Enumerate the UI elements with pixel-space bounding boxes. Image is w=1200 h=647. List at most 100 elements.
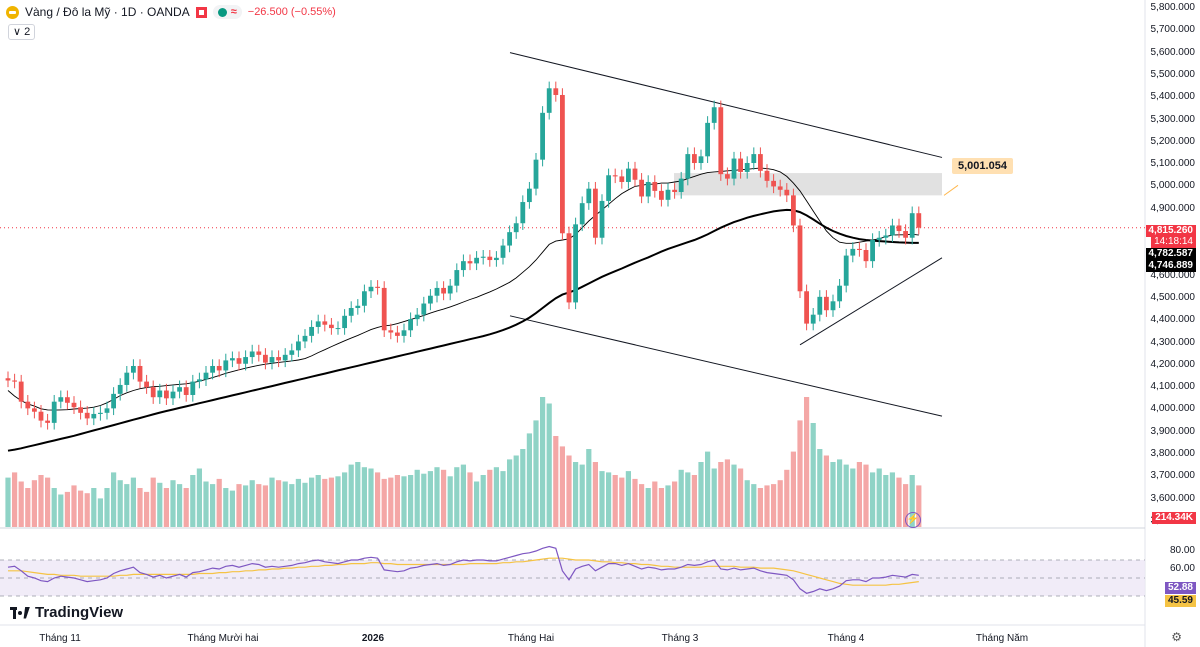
volume-bar bbox=[566, 455, 572, 527]
candle bbox=[751, 154, 757, 164]
volume-bar bbox=[5, 477, 11, 527]
candle bbox=[850, 248, 856, 256]
candle bbox=[527, 188, 532, 203]
price-tick-label: 5,500.000 bbox=[1150, 68, 1196, 80]
price-tick-label: 4,900.000 bbox=[1150, 202, 1196, 214]
candle bbox=[863, 250, 869, 262]
candle bbox=[573, 224, 578, 303]
price-zone bbox=[674, 173, 942, 196]
candle bbox=[837, 285, 842, 302]
market-open-dot-icon bbox=[217, 7, 227, 17]
candle bbox=[474, 257, 479, 264]
volume-bar bbox=[196, 468, 202, 527]
rsi-tick-label: 80.00 bbox=[1169, 545, 1195, 556]
volume-bar bbox=[381, 478, 387, 527]
candle bbox=[282, 354, 288, 361]
symbol-title[interactable]: Vàng / Đô la Mỹ · 1D · OANDA bbox=[25, 5, 190, 19]
price-tick-label: 3,800.000 bbox=[1150, 448, 1196, 460]
volume-bar bbox=[507, 459, 513, 527]
candle bbox=[362, 291, 367, 306]
volume-bar bbox=[850, 468, 856, 527]
volume-bar bbox=[236, 484, 242, 527]
candle bbox=[804, 291, 809, 324]
lightning-icon[interactable]: ⚡ bbox=[905, 512, 921, 528]
price-tick-label: 3,600.000 bbox=[1150, 492, 1196, 504]
volume-bar bbox=[355, 462, 361, 527]
volume-bar bbox=[771, 484, 777, 527]
candle bbox=[84, 412, 90, 419]
time-tick-label: Tháng Hai bbox=[507, 633, 555, 644]
flag-icon[interactable] bbox=[195, 6, 207, 18]
price-tick-label: 5,400.000 bbox=[1150, 91, 1196, 103]
market-status[interactable]: ≈ bbox=[212, 5, 242, 19]
candle bbox=[71, 402, 77, 408]
candle bbox=[263, 354, 268, 363]
volume-bar bbox=[375, 472, 381, 527]
volume-bar bbox=[533, 420, 539, 527]
volume-bar bbox=[553, 436, 559, 527]
volume-bar bbox=[658, 488, 664, 527]
volume-bar bbox=[150, 477, 156, 527]
candle bbox=[216, 365, 222, 371]
price-tick-label: 5,100.000 bbox=[1150, 158, 1196, 170]
tradingview-logo[interactable]: TradingView bbox=[10, 604, 123, 621]
volume-bar bbox=[31, 480, 37, 527]
candle bbox=[494, 257, 499, 261]
candle bbox=[230, 358, 235, 361]
volume-bar bbox=[276, 480, 282, 527]
candle bbox=[909, 213, 915, 238]
candle bbox=[164, 390, 169, 399]
countdown-tag: 14:18:14 bbox=[1151, 236, 1196, 248]
volume-bar bbox=[546, 403, 552, 527]
candle bbox=[395, 332, 400, 336]
volume-bar bbox=[757, 488, 763, 527]
candle bbox=[32, 408, 37, 412]
volume-bar bbox=[460, 464, 466, 527]
volume-bar bbox=[784, 469, 790, 527]
candle bbox=[711, 107, 717, 123]
volume-bar bbox=[328, 477, 334, 527]
candle bbox=[368, 286, 374, 292]
candle bbox=[190, 381, 196, 395]
price-tick-label: 4,300.000 bbox=[1150, 336, 1196, 348]
candle bbox=[692, 154, 697, 164]
candle bbox=[903, 231, 908, 238]
candle bbox=[645, 181, 651, 197]
volume-bar bbox=[856, 462, 862, 527]
volume-bar bbox=[104, 488, 110, 527]
volume-bar bbox=[619, 477, 625, 527]
volume-bar bbox=[454, 467, 460, 527]
candle bbox=[454, 270, 460, 286]
volume-bar bbox=[698, 462, 704, 527]
volume-bar bbox=[91, 488, 97, 527]
candle bbox=[58, 397, 64, 402]
volume-bar bbox=[896, 477, 902, 527]
candle bbox=[678, 178, 684, 193]
candle bbox=[322, 321, 328, 325]
time-tick-label: Tháng Năm bbox=[975, 633, 1029, 644]
volume-tag: 214.34K bbox=[1152, 512, 1196, 524]
candle bbox=[546, 88, 552, 113]
volume-bar bbox=[361, 467, 367, 527]
volume-bar bbox=[394, 475, 400, 527]
volume-bar bbox=[586, 449, 592, 527]
volume-bar bbox=[810, 423, 816, 527]
volume-bar bbox=[408, 475, 414, 527]
candle bbox=[606, 175, 611, 201]
volume-bar bbox=[705, 451, 711, 527]
collapse-indicators-button[interactable]: ∨ 2 bbox=[8, 24, 36, 40]
candle bbox=[791, 195, 796, 226]
volume-bar bbox=[909, 475, 915, 527]
candle bbox=[916, 213, 922, 228]
volume-bar bbox=[744, 480, 750, 527]
price-callout[interactable]: 5,001.054 bbox=[952, 158, 1013, 174]
price-tick-label: 3,900.000 bbox=[1150, 425, 1196, 437]
volume-bar bbox=[493, 467, 499, 527]
candle bbox=[461, 261, 466, 271]
price-tick-label: 4,400.000 bbox=[1150, 314, 1196, 326]
volume-bar bbox=[863, 464, 869, 527]
settings-gear-icon[interactable]: ⚙ bbox=[1171, 630, 1182, 644]
volume-bar bbox=[573, 462, 579, 527]
volume-bar bbox=[414, 469, 420, 527]
